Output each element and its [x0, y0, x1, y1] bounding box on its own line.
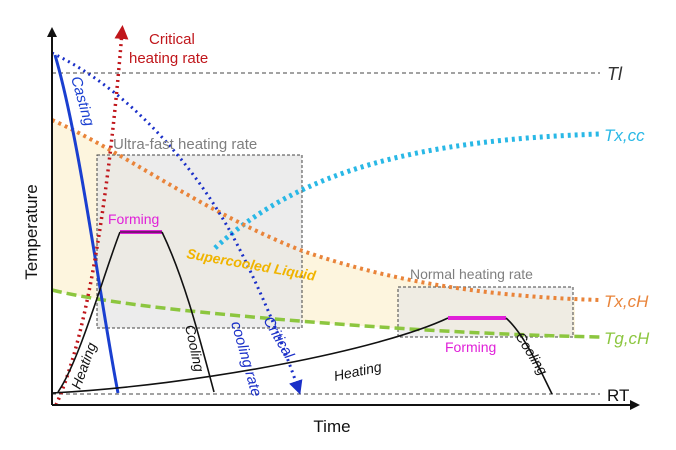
- rt-label: RT: [607, 386, 629, 405]
- normal-label: Normal heating rate: [410, 266, 533, 282]
- normal-forming-label: Forming: [445, 339, 496, 355]
- normal-box: [397, 286, 574, 338]
- critical-heating-label-2: heating rate: [129, 50, 208, 67]
- tg-ch-label: Tg,cH: [604, 329, 650, 348]
- tx-cc-label: Tx,cc: [604, 126, 645, 145]
- normal-cooling-curve: [505, 317, 553, 395]
- normal-heating-label: Heating: [332, 358, 383, 384]
- casting-curve: [53, 54, 120, 394]
- y-axis-label: Temperature: [22, 184, 41, 279]
- tx-ch-curve: [51, 118, 601, 302]
- ultra-fast-forming-label: Forming: [108, 211, 159, 227]
- ultra-fast-heating-curve: [57, 231, 121, 393]
- ultra-fast-label: Ultra-fast heating rate: [113, 136, 257, 153]
- normal-heating-curve: [51, 317, 449, 394]
- ultra-fast-cooling-curve: [161, 231, 215, 393]
- critical-heating-label-1: Critical: [149, 31, 195, 48]
- x-axis-label: Time: [313, 417, 350, 436]
- critical-cooling-curve: [51, 51, 303, 395]
- critical-cooling-label-2: cooling rate: [227, 319, 265, 398]
- tx-ch-label: Tx,cH: [604, 292, 649, 311]
- ultra-fast-cooling-label: Cooling: [182, 323, 208, 373]
- tl-label: Tl: [607, 64, 623, 84]
